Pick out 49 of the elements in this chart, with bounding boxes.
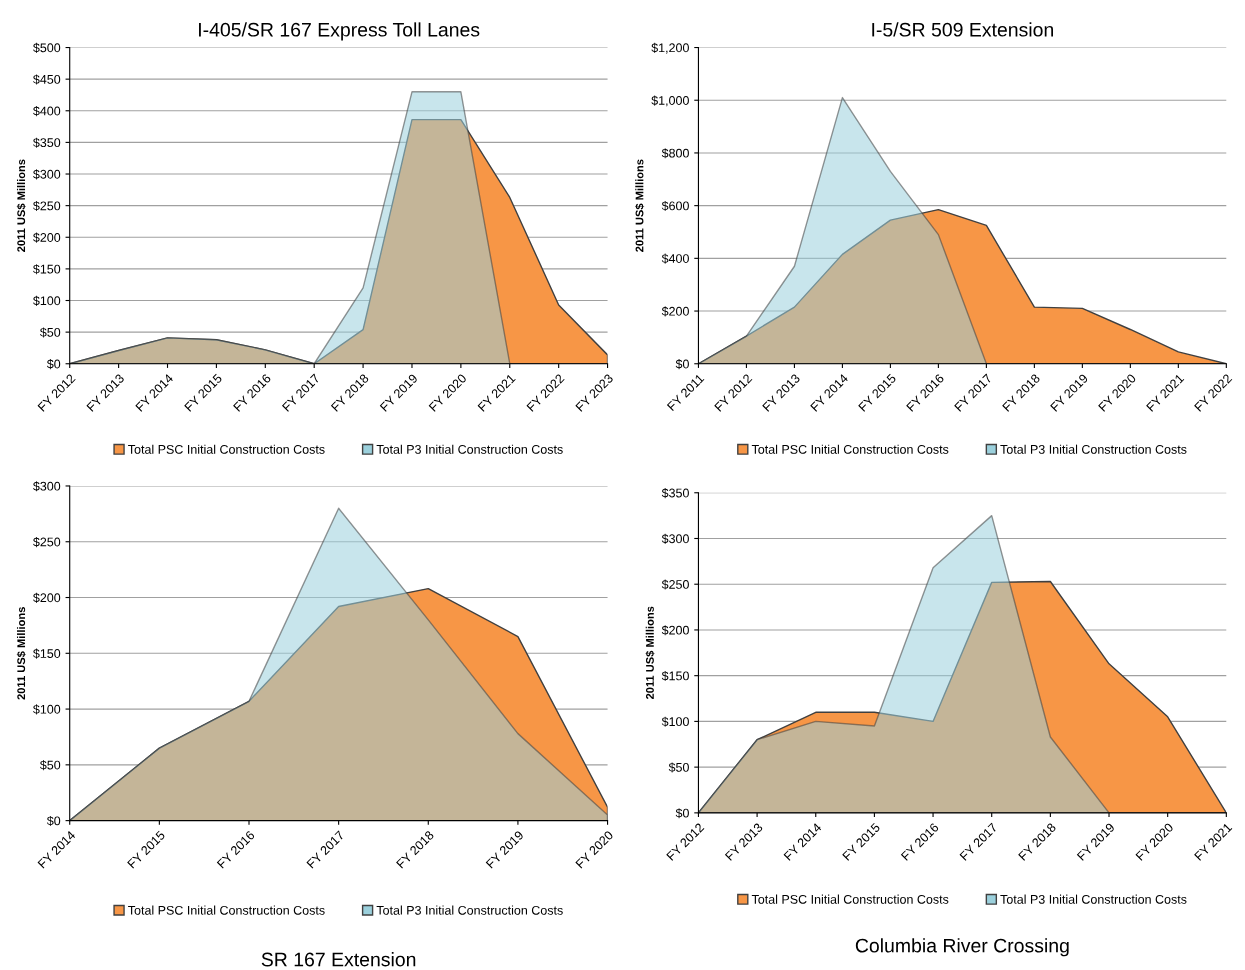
- y-tick-label: $350: [33, 137, 61, 148]
- y-tick-label: $150: [33, 648, 61, 659]
- y-tick-label: $800: [661, 148, 689, 159]
- y-tick-label: $50: [668, 762, 689, 773]
- y-axis-title: 2011 US$ Millions: [16, 159, 26, 252]
- text: SR 167 Extension: [261, 952, 416, 967]
- chart-title: I-405/SR 167 Express Toll Lanes: [199, 22, 480, 41]
- y-tick-label: $150: [661, 670, 689, 682]
- legend-label: Total PSC Initial Construction Costs: [128, 444, 325, 454]
- y-tick-label: $500: [33, 42, 61, 53]
- y-tick-label: $0: [675, 808, 689, 819]
- chart-title: I-5/SR 509 Extension: [872, 22, 1053, 37]
- y-tick-label: $400: [661, 253, 689, 264]
- legend-label: Total PSC Initial Construction Costs: [751, 894, 949, 904]
- legend-label: Total PSC Initial Construction Costs: [751, 444, 949, 454]
- y-tick-label: $300: [33, 169, 61, 180]
- text: Columbia River Crossing: [855, 938, 1069, 957]
- y-tick-label: $250: [33, 200, 61, 212]
- y-tick-label: $600: [661, 200, 689, 212]
- y-tick-label: $1,200: [651, 42, 689, 54]
- y-tick-label: $200: [661, 625, 689, 636]
- y-tick-label: $150: [33, 264, 61, 275]
- y-tick-label: $100: [661, 716, 689, 727]
- y-tick-label: $0: [46, 359, 61, 370]
- y-axis-title: 2011 US$ Millions: [16, 607, 26, 700]
- y-tick-label: $250: [661, 579, 689, 590]
- y-tick-label: $300: [33, 481, 61, 492]
- legend-label: Total P3 Initial Construction Costs: [376, 905, 563, 915]
- y-tick-label: $1,000: [651, 95, 689, 107]
- legend-label: Total PSC Initial Construction Costs: [128, 905, 325, 915]
- y-tick-label: $50: [39, 760, 61, 771]
- y-tick-label: $50: [39, 327, 61, 338]
- legend-label: Total P3 Initial Construction Costs: [1000, 444, 1187, 454]
- y-tick-label: $250: [33, 537, 61, 548]
- legend-label: Total P3 Initial Construction Costs: [376, 444, 563, 454]
- y-tick-label: $100: [33, 295, 61, 306]
- y-tick-label: $100: [33, 704, 61, 715]
- y-tick-label: $200: [33, 592, 61, 603]
- legend-label: Total P3 Initial Construction Costs: [1000, 894, 1187, 904]
- y-tick-label: $300: [661, 533, 689, 544]
- y-axis-title: 2011 US$ Millions: [635, 159, 645, 252]
- y-tick-label: $200: [661, 306, 689, 317]
- y-axis-title: 2011 US$ Millions: [645, 606, 655, 700]
- y-tick-label: $350: [661, 488, 689, 499]
- y-tick-label: $450: [33, 74, 61, 85]
- y-tick-label: $400: [33, 106, 61, 117]
- y-tick-label: $0: [675, 359, 689, 370]
- y-tick-label: $0: [46, 815, 61, 827]
- y-tick-label: $200: [33, 232, 61, 243]
